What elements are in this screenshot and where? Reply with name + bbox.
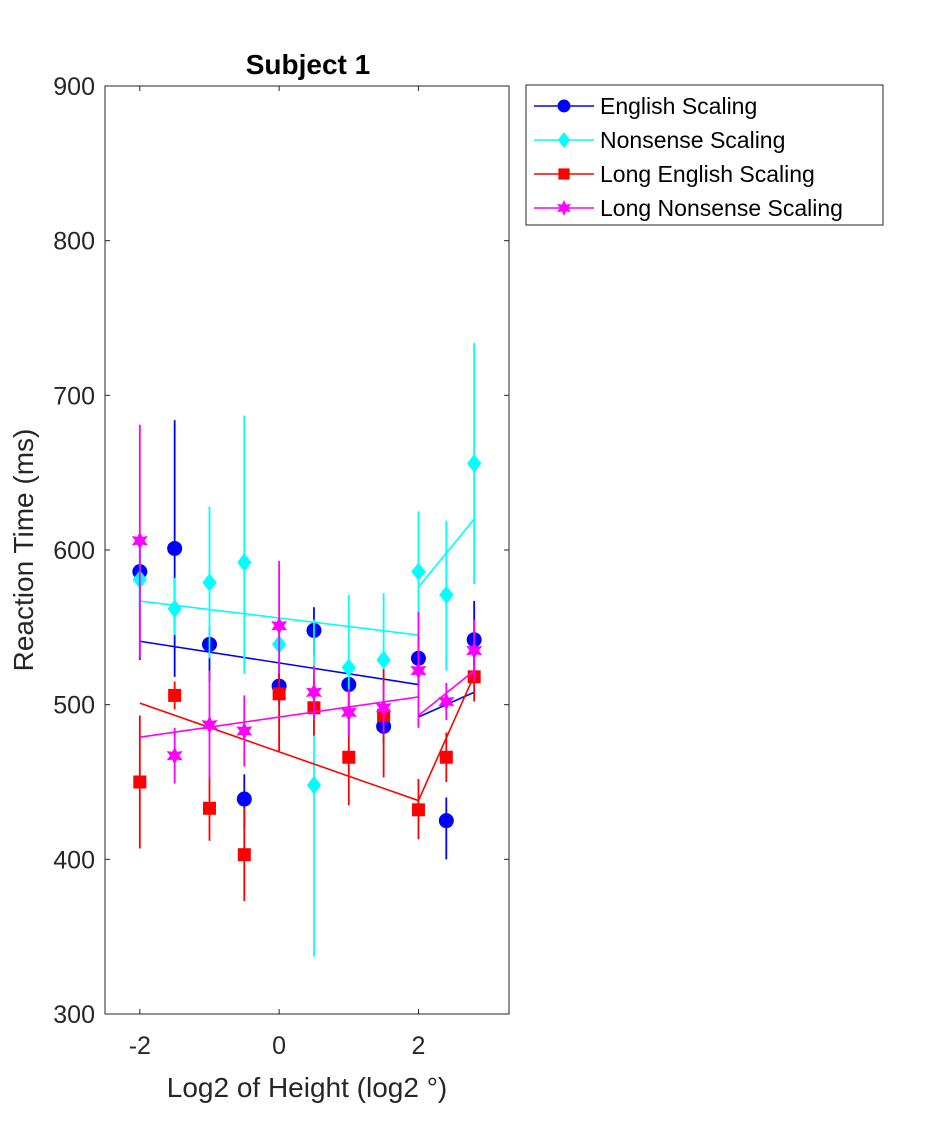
data-point-4-4	[236, 721, 253, 741]
data-point-2-6	[306, 775, 322, 795]
legend-item-3: Long English Scaling	[534, 161, 815, 187]
legend-label-4: Long Nonsense Scaling	[600, 195, 843, 221]
y-tick-label-2: 400	[53, 846, 95, 874]
y-axis-label: Reaction Time (ms)	[8, 429, 39, 672]
axis-ticks: -2 0 2 300 400 500 600 700 800 900	[53, 73, 509, 1060]
data-point-3-9	[411, 803, 425, 817]
data-point-2-10	[439, 585, 454, 605]
data-point-3-2	[168, 688, 182, 702]
data-point-2-4	[237, 553, 252, 572]
legend-label-1: English Scaling	[600, 93, 757, 119]
fit-line-3-1	[139, 702, 419, 802]
data-point-1-2	[167, 540, 183, 556]
legend-marker-1	[557, 99, 571, 113]
legend-marker-3	[558, 168, 570, 180]
y-tick-label-3: 500	[53, 692, 95, 720]
data-point-4-11	[466, 641, 483, 660]
x-tick-label-1: -2	[129, 1032, 151, 1060]
data-point-2-7	[341, 658, 356, 677]
y-tick-label-7: 900	[53, 73, 95, 101]
data-point-4-2	[166, 746, 183, 765]
data-point-3-7	[342, 750, 356, 764]
legend-box	[525, 84, 884, 226]
data-point-3-4	[237, 848, 251, 862]
data-point-2-3	[202, 573, 217, 592]
data-point-4-3	[201, 715, 218, 735]
plot-area	[131, 342, 483, 957]
data-point-3-10	[439, 750, 453, 764]
data-point-2-2	[167, 599, 182, 619]
fit-line-4-1	[139, 696, 419, 738]
data-point-4-7	[340, 703, 357, 722]
legend-item-2: Nonsense Scaling	[534, 127, 785, 153]
y-tick-label-1: 300	[53, 1001, 95, 1029]
data-point-4-6	[305, 683, 322, 702]
data-point-1-10	[438, 813, 454, 829]
data-point-2-9	[411, 562, 426, 581]
data-point-4-10	[438, 692, 455, 711]
data-point-3-1	[133, 775, 147, 789]
legend-marker-4	[557, 199, 571, 217]
data-point-3-3	[202, 801, 216, 815]
y-tick-label-4: 600	[53, 537, 95, 565]
y-tick-label-6: 800	[53, 228, 95, 256]
legend-item-4: Long Nonsense Scaling	[534, 195, 843, 221]
legend-marker-2	[557, 131, 571, 149]
chart-title: Subject 1	[246, 49, 370, 80]
data-point-4-1	[131, 531, 148, 550]
x-tick-label-3: 2	[411, 1032, 425, 1060]
legend: English Scaling Nonsense Scaling Long Engl…	[525, 84, 884, 226]
data-point-2-11	[467, 454, 482, 473]
data-point-1-4	[236, 791, 252, 807]
y-tick-label-5: 700	[53, 382, 95, 410]
x-axis-label: Log2 of Height (log2 °)	[167, 1072, 447, 1103]
data-point-4-8	[375, 698, 392, 718]
data-point-3-5	[272, 687, 286, 701]
legend-label-3: Long English Scaling	[600, 161, 815, 187]
data-point-4-9	[410, 661, 427, 680]
legend-item-1: English Scaling	[534, 93, 757, 119]
plot-content	[131, 342, 483, 957]
x-tick-label-2: 0	[272, 1032, 286, 1060]
data-point-2-8	[376, 650, 391, 670]
data-point-4-5	[271, 616, 288, 636]
legend-label-2: Nonsense Scaling	[600, 127, 785, 153]
series-4	[131, 424, 483, 784]
